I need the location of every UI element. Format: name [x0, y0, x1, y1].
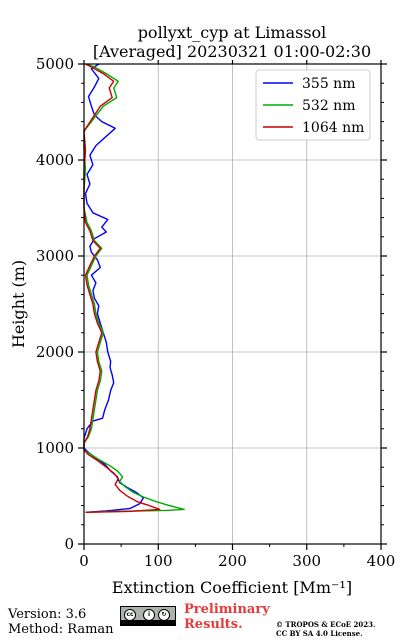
y-tick-label: 5000	[36, 55, 74, 73]
series-line-532-nm	[83, 63, 185, 513]
legend: 355 nm 532 nm 1064 nm	[255, 69, 371, 141]
legend-label: 355 nm	[302, 76, 355, 92]
x-tick-label: 0	[79, 552, 89, 570]
y-tick-label: 1000	[36, 439, 74, 457]
legend-box	[255, 69, 371, 141]
y-axis-label: Height (m)	[9, 260, 28, 348]
chart-title-line-1: pollyxt_cyp at Limassol	[138, 23, 327, 42]
series-layer	[83, 63, 185, 513]
y-tick-label: 0	[64, 535, 74, 553]
x-tick-label: 400	[367, 552, 396, 570]
y-tick-label: 3000	[36, 247, 74, 265]
y-tick-label: 4000	[36, 151, 74, 169]
copyright-line-1: © TROPOS & ECoE 2023.	[276, 620, 376, 629]
chart-title-line-2: [Averaged] 20230321 01:00-02:30	[93, 42, 371, 61]
x-axis-label: Extinction Coefficient [Mm⁻¹]	[112, 578, 352, 597]
version-label: Version: 3.6	[8, 607, 87, 622]
x-tick-label: 300	[292, 552, 321, 570]
copyright-line-2: CC BY SA 4.0 License.	[276, 629, 363, 638]
x-tick-label: 200	[218, 552, 247, 570]
preliminary-line-1: Preliminary	[184, 602, 270, 617]
preliminary-notice: Preliminary Results.	[184, 602, 270, 632]
cc-badge-bar	[121, 620, 175, 625]
cc-license-badge: cc i ↻	[120, 606, 176, 626]
legend-label: 1064 nm	[302, 120, 364, 136]
legend-label: 532 nm	[302, 98, 355, 114]
series-line-355-nm	[83, 63, 145, 513]
series-line-1064-nm	[83, 63, 161, 513]
y-tick-label: 2000	[36, 343, 74, 361]
method-label: Method: Raman	[8, 622, 114, 637]
preliminary-line-2: Results.	[184, 617, 243, 632]
copyright-notice: © TROPOS & ECoE 2023. CC BY SA 4.0 Licen…	[276, 620, 375, 638]
x-tick-label: 100	[144, 552, 173, 570]
